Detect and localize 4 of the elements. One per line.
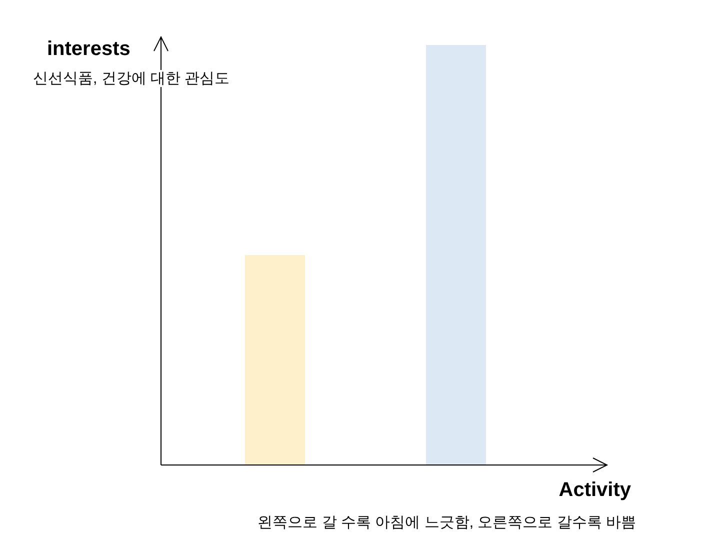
y-axis-title: interests	[47, 38, 130, 60]
text: 왼쪽으로 갈 수록 아침에 느긋함, 오른쪽으로 갈수록 바쁨	[258, 514, 636, 531]
annotation: 신선식품, 건강에 대한 관심도	[33, 70, 230, 87]
x-axis-title: Activity	[558, 479, 632, 501]
